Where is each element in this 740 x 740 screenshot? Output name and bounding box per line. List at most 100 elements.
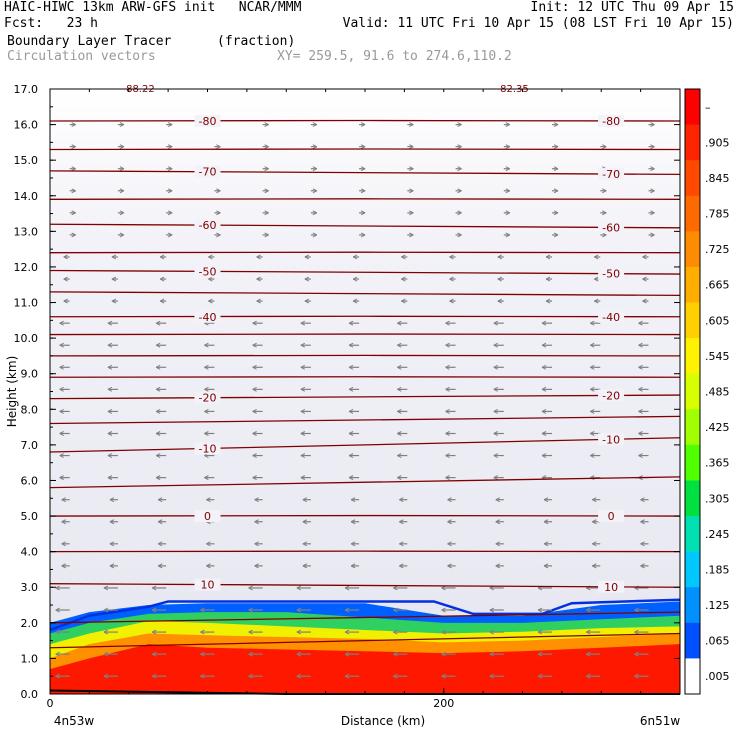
circulation-vector-head	[445, 342, 450, 348]
circulation-vector-head	[103, 673, 109, 679]
circulation-vector-head	[155, 453, 161, 459]
colorbar-swatch	[685, 622, 700, 659]
isotherm-line	[49, 514, 681, 517]
circulation-vector-head	[497, 254, 503, 260]
circulation-vector-head	[592, 497, 597, 503]
circulation-vector-head	[360, 210, 366, 216]
circulation-vector-head	[59, 408, 64, 414]
circulation-vector-head	[401, 276, 406, 282]
colorbar-label: .725	[705, 243, 730, 256]
circulation-vector-head	[493, 342, 499, 348]
circulation-vector-head	[634, 607, 639, 613]
y-tick-label: 1.0	[21, 652, 39, 665]
y-tick-label: 15.0	[14, 154, 39, 167]
y-tick-label: 12.0	[14, 261, 39, 274]
circulation-vector-head	[206, 563, 211, 569]
y-tick-label: 5.0	[21, 510, 39, 523]
circulation-vector-head	[634, 673, 639, 679]
circulation-vector-head	[638, 431, 643, 436]
circulation-vector-head	[312, 232, 318, 238]
circulation-vector-head	[107, 320, 113, 326]
circulation-vector-head	[543, 519, 549, 525]
circulation-vector-head	[61, 497, 66, 503]
y-tick-label: 2.0	[21, 617, 39, 630]
circulation-vector-head	[553, 188, 559, 194]
circulation-vector-head	[638, 453, 643, 459]
y-tick-label: 11.0	[14, 297, 39, 310]
circulation-vector-head	[493, 408, 499, 414]
circulation-vector-head	[204, 364, 209, 370]
header-init-time: Init: 12 UTC Thu 09 Apr 15	[530, 0, 735, 15]
circulation-vector-head	[401, 298, 406, 304]
circulation-vector-head	[252, 364, 257, 370]
circulation-vector-head	[200, 607, 205, 613]
circulation-vector-head	[216, 188, 221, 194]
circulation-vector-head	[441, 629, 446, 635]
circulation-vector-head	[157, 497, 163, 503]
circulation-vector-head	[107, 386, 113, 392]
circulation-vector-head	[155, 431, 161, 436]
circulation-vector-head	[107, 364, 113, 370]
circulation-vector-head	[409, 210, 414, 216]
colorbar-frame	[684, 88, 701, 695]
circulation-vector-head	[634, 629, 639, 635]
circulation-vector-head	[545, 298, 551, 304]
circulation-vector-head	[445, 475, 450, 481]
circulation-vector-head	[103, 629, 109, 635]
circulation-vector-head	[586, 673, 591, 679]
circulation-vector-head	[447, 519, 452, 525]
circulation-vector-head	[505, 144, 511, 150]
circulation-vector-head	[602, 144, 607, 150]
colorbar-label: .245	[705, 528, 730, 541]
isotherm-label: -10	[602, 433, 620, 446]
colorbar-label: .785	[705, 208, 730, 221]
isotherm-line	[49, 251, 681, 254]
circulation-vector-head	[200, 629, 205, 635]
circulation-vector-head	[445, 364, 450, 370]
circulation-vector-head	[55, 629, 60, 635]
circulation-vector-head	[167, 210, 173, 216]
circulation-vector-head	[254, 519, 259, 525]
circulation-vector-head	[71, 122, 76, 128]
circulation-vector-head	[300, 453, 306, 459]
y-axis-label: Height (km)	[5, 356, 19, 427]
circulation-vector-head	[204, 431, 209, 436]
circulation-vector-head	[537, 673, 543, 679]
circulation-vector-head	[55, 673, 60, 679]
isotherm-label: 10	[604, 581, 618, 594]
circulation-vector-head	[586, 607, 591, 613]
circulation-vector-head	[360, 232, 366, 238]
isotherm-line	[49, 170, 681, 176]
isotherm-label: -50	[199, 265, 217, 278]
circulation-vector-head	[63, 276, 68, 282]
circulation-vector-head	[312, 122, 318, 128]
circulation-vector-head	[304, 254, 310, 260]
isotherm-line	[49, 437, 681, 453]
circulation-vector-head	[248, 629, 253, 635]
circulation-vector-head	[119, 232, 125, 238]
circulation-vector-head	[167, 188, 173, 194]
isotherm-label-bg	[598, 389, 625, 402]
circulation-vector-head	[590, 364, 595, 370]
circulation-vector-head	[493, 386, 499, 392]
circulation-vector-head	[537, 607, 543, 613]
circulation-vector-head	[545, 254, 551, 260]
circulation-vector-head	[590, 320, 595, 326]
circulation-vector-head	[352, 298, 358, 304]
isotherm-label: 10	[201, 579, 215, 592]
circulation-vector-head	[541, 431, 547, 436]
circulation-vector-head	[495, 497, 501, 503]
x-tick-label: 0	[47, 697, 54, 710]
isotherm-line	[49, 583, 681, 588]
circulation-vector-head	[59, 475, 64, 481]
field-name: Boundary Layer Tracer	[7, 34, 172, 49]
circulation-vector-head	[61, 563, 66, 569]
circulation-vector-head	[352, 276, 358, 282]
circulation-vector-head	[107, 475, 113, 481]
circulation-vector-head	[541, 342, 547, 348]
circulation-vector-head	[445, 453, 450, 459]
circulation-vector-head	[592, 541, 597, 547]
circulation-vector-head	[541, 364, 547, 370]
circulation-vector-head	[393, 651, 398, 657]
circulation-vector-head	[119, 210, 125, 216]
